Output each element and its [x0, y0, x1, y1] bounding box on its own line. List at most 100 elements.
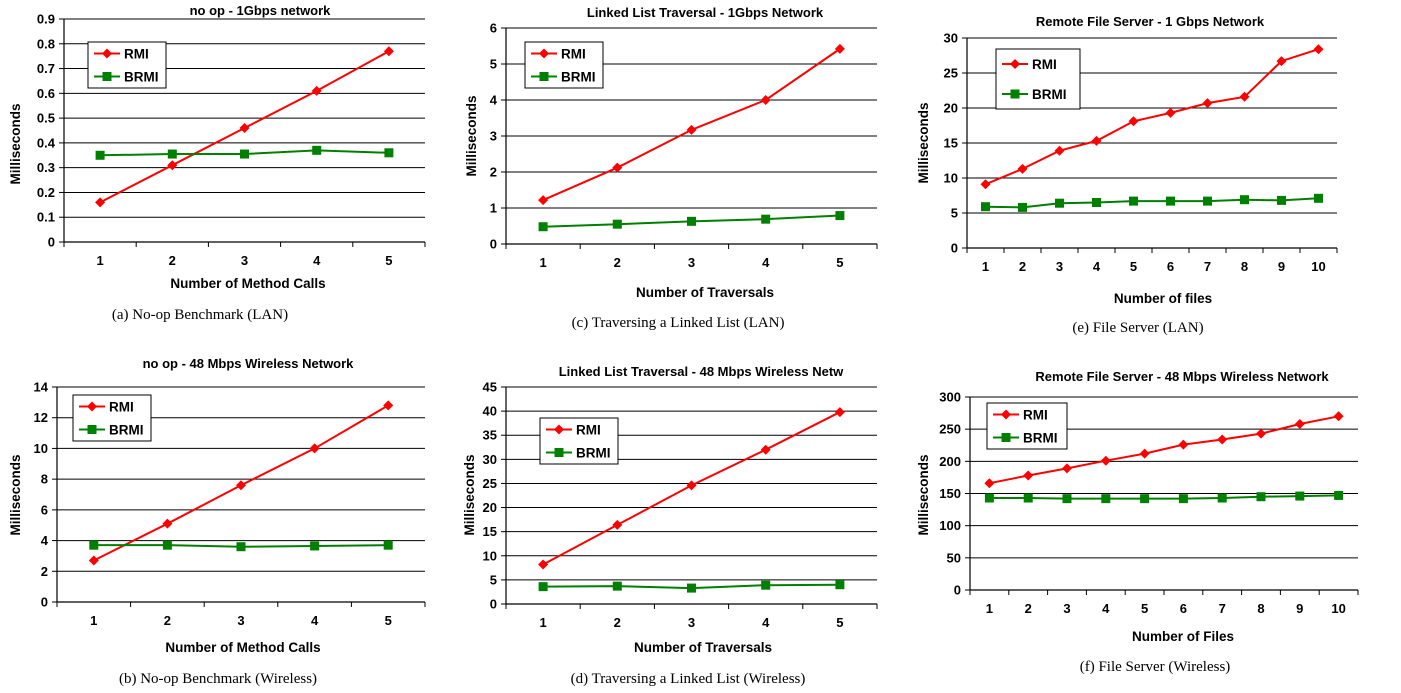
data-point-brmi	[1277, 195, 1286, 205]
data-point-rmi	[612, 162, 623, 173]
legend-marker-rmi	[87, 401, 97, 412]
x-tick-label: 2	[1019, 259, 1026, 274]
y-tick-label: 40	[483, 404, 497, 419]
x-tick-label: 1	[90, 613, 97, 628]
legend-marker-rmi	[1001, 409, 1011, 420]
data-point-rmi	[980, 179, 991, 190]
x-tick-label: 9	[1278, 259, 1285, 274]
data-point-brmi	[538, 222, 548, 232]
x-tick-label: 3	[1063, 601, 1070, 616]
data-point-brmi	[538, 582, 548, 592]
x-tick-label: 6	[1167, 259, 1174, 274]
x-tick-label: 4	[762, 255, 770, 270]
x-tick-label: 6	[1180, 601, 1187, 616]
y-tick-label: 0.7	[37, 61, 55, 76]
data-point-rmi	[1239, 91, 1250, 102]
legend-box	[87, 41, 167, 89]
y-tick-label: 25	[483, 476, 497, 491]
legend-box	[995, 48, 1081, 110]
data-point-rmi	[984, 478, 995, 489]
legend-marker-brmi	[87, 425, 97, 434]
legend-label: RMI	[1023, 408, 1048, 423]
legend-label: RMI	[576, 423, 601, 438]
chart-panel-5: Remote File Server - 1 Gbps Network 0 5 10 1…	[916, 14, 1338, 336]
x-tick-label: 7	[1219, 601, 1226, 616]
data-point-rmi	[88, 555, 99, 566]
x-tick-label: 5	[836, 255, 843, 270]
series-line-brmi	[989, 494, 1339, 500]
x-tick-label: 8	[1241, 259, 1248, 274]
data-point-brmi	[89, 540, 99, 550]
x-tick-label: 1	[539, 615, 546, 630]
y-tick-label: 4	[41, 533, 49, 548]
data-point-brmi	[1203, 196, 1212, 206]
y-tick-label: 3	[490, 129, 497, 144]
legend-label: BRMI	[124, 70, 159, 85]
data-point-brmi	[1018, 202, 1027, 212]
figure-caption: (a) No-op Benchmark (LAN)	[112, 307, 288, 323]
legend: RMI BRMI	[995, 48, 1081, 110]
legend-box	[72, 394, 152, 442]
chart-panel-3: Linked List Traversal - 1Gbps Network 0 1 2…	[464, 5, 878, 331]
x-tick-label: 4	[1102, 601, 1110, 616]
x-tick-label: 5	[385, 613, 392, 628]
y-tick-label: 6	[490, 21, 497, 36]
y-tick-label: 0.5	[37, 111, 55, 126]
x-tick-label: 1	[539, 255, 546, 270]
y-tick-label: 0	[951, 241, 958, 256]
x-tick-label: 10	[1311, 259, 1325, 274]
data-point-brmi	[1178, 494, 1188, 504]
y-tick-label: 15	[944, 136, 958, 151]
data-point-rmi	[612, 519, 623, 530]
series-line-brmi	[985, 197, 1319, 209]
data-point-rmi	[1017, 163, 1028, 174]
x-tick-label: 1	[986, 601, 993, 616]
y-tick-label: 0	[41, 595, 48, 610]
x-axis-label: Number of files	[1114, 291, 1212, 306]
y-tick-label: 5	[490, 572, 497, 587]
x-tick-label: 5	[1130, 259, 1137, 274]
data-point-rmi	[1202, 98, 1213, 109]
data-point-rmi	[686, 124, 697, 135]
figure-caption: (f) File Server (Wireless)	[1080, 659, 1231, 675]
data-point-rmi	[383, 400, 394, 411]
legend-label: RMI	[109, 400, 134, 415]
x-tick-label: 4	[311, 613, 319, 628]
y-tick-label: 12	[34, 410, 48, 425]
x-axis-label: Number of Traversals	[636, 285, 774, 300]
y-tick-label: 0.2	[37, 185, 55, 200]
legend-box	[524, 41, 604, 89]
data-point-rmi	[239, 123, 250, 134]
legend-box	[539, 417, 619, 465]
chart-panel-4: Linked List Traversal - 48 Mbps Wireless…	[462, 364, 878, 687]
chart-title: no op - 48 Mbps Wireless Network	[143, 356, 355, 371]
x-tick-label: 2	[1025, 601, 1032, 616]
x-tick-label: 4	[313, 253, 321, 268]
y-tick-label: 200	[939, 454, 961, 469]
data-point-rmi	[1165, 107, 1176, 118]
data-point-brmi	[312, 145, 322, 155]
x-tick-label: 3	[1056, 259, 1063, 274]
data-point-brmi	[1166, 196, 1175, 206]
y-tick-label: 150	[939, 486, 961, 501]
data-point-rmi	[162, 518, 173, 529]
legend-marker-brmi	[102, 72, 112, 81]
x-axis-label: Number of Files	[1132, 629, 1234, 644]
data-point-brmi	[1240, 195, 1249, 205]
data-point-brmi	[384, 148, 394, 158]
legend-label: BRMI	[1023, 431, 1058, 446]
x-tick-label: 1	[96, 253, 103, 268]
data-point-brmi	[1129, 196, 1138, 206]
y-tick-label: 14	[34, 380, 49, 395]
y-tick-label: 30	[483, 452, 497, 467]
y-axis-label: Milliseconds	[916, 102, 931, 183]
legend-marker-brmi	[554, 448, 564, 457]
data-point-rmi	[834, 43, 845, 54]
data-point-brmi	[612, 581, 622, 591]
data-point-rmi	[1062, 463, 1072, 474]
data-point-brmi	[1062, 494, 1072, 504]
chart-panel-2: no op - 48 Mbps Wireless Network 0 2 4 6 8 10 1…	[8, 356, 426, 687]
y-tick-label: 6	[41, 502, 48, 517]
y-tick-label: 0	[954, 583, 961, 598]
chart-title: Linked List Traversal - 48 Mbps Wireless…	[559, 364, 844, 379]
